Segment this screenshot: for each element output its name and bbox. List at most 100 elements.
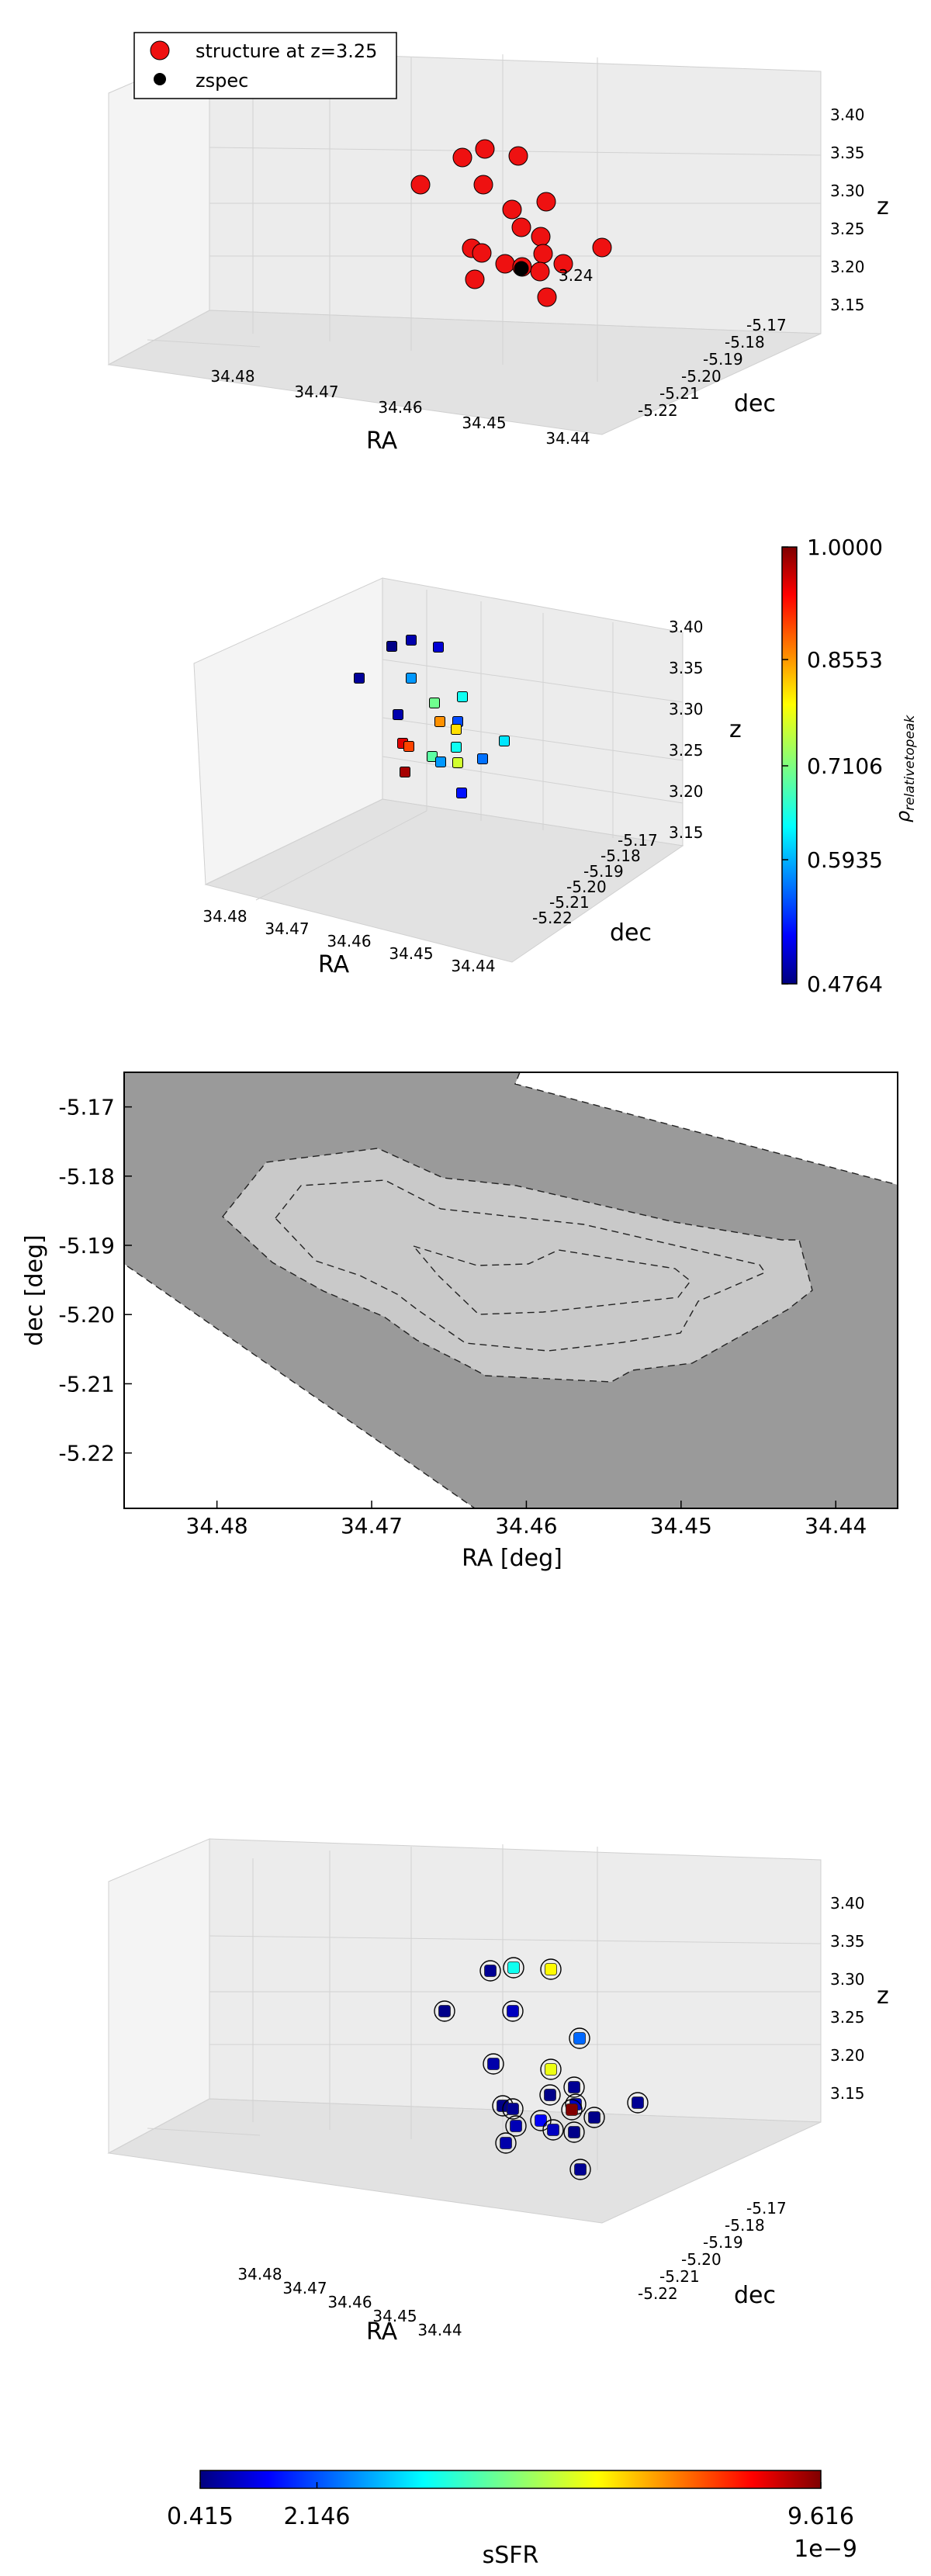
xlabel: RA bbox=[318, 951, 350, 978]
x-tick-label: 34.44 bbox=[805, 1513, 867, 1539]
panel-density-3d: 34.48 34.47 34.46 34.45 34.44 -5.17-5.18-5.19… bbox=[193, 535, 918, 997]
y-tick-label: -5.21 bbox=[59, 1371, 115, 1397]
point-ring bbox=[542, 2119, 564, 2141]
tick-labels: 34.4834.4734.4634.4534.44-5.17-5.18-5.19… bbox=[202, 618, 703, 975]
scatter-points bbox=[434, 1957, 649, 2180]
colorbar-tick-label: 2.146 bbox=[284, 2503, 351, 2530]
colorbar-offset: 1e−9 bbox=[794, 2536, 857, 2563]
point-ring bbox=[583, 2107, 605, 2128]
colorbar: 1.0000 0.8553 0.7106 0.5935 0.4764 ρrelative… bbox=[781, 535, 918, 997]
point-density bbox=[457, 691, 468, 702]
point-ssfr bbox=[573, 2032, 586, 2045]
y-tick-label: -5.20 bbox=[681, 367, 722, 386]
z-tick-label: 3.30 bbox=[830, 182, 865, 200]
point-density bbox=[477, 753, 488, 764]
point-ssfr bbox=[507, 1961, 520, 1974]
zlabel: z bbox=[877, 1982, 889, 2010]
point-ssfr bbox=[438, 2005, 451, 2017]
z-tick-label: 3.30 bbox=[830, 1970, 865, 1989]
colorbar-label: sSFR bbox=[483, 2542, 539, 2569]
point-ring bbox=[540, 1958, 562, 1980]
point-structure bbox=[592, 237, 612, 258]
y-tick-label: -5.17 bbox=[746, 2199, 787, 2218]
point-ssfr bbox=[487, 2058, 500, 2070]
point-ring bbox=[502, 2000, 524, 2022]
point-structure bbox=[502, 199, 522, 220]
y-tick-label: -5.19 bbox=[703, 2233, 743, 2252]
z-tick-label: 3.20 bbox=[830, 2046, 865, 2065]
point-density bbox=[499, 736, 510, 746]
xlabel: RA bbox=[366, 428, 398, 455]
panel-contour-map: 34.48 34.47 34.46 34.45 34.44 -5.17 -5.18 -5.19… bbox=[21, 1072, 898, 1572]
plot-frame bbox=[123, 1072, 898, 1509]
x-tick-label: 34.45 bbox=[462, 414, 506, 432]
point-ring bbox=[505, 2115, 527, 2137]
point-density bbox=[456, 788, 467, 798]
x-tick-label: 34.45 bbox=[389, 944, 433, 963]
point-ring bbox=[479, 1960, 501, 1982]
point-structure bbox=[531, 227, 551, 247]
axes-box bbox=[193, 577, 684, 963]
x-tick-label: 34.45 bbox=[650, 1513, 712, 1539]
y-tick-label: -5.20 bbox=[681, 2250, 722, 2269]
point-ssfr bbox=[568, 2126, 580, 2138]
colorbar-tick-label: 0.7106 bbox=[807, 753, 883, 779]
z-tick-label: 3.25 bbox=[830, 220, 865, 238]
y-tick-label: -5.18 bbox=[725, 333, 765, 351]
xlabel: RA [deg] bbox=[462, 1545, 562, 1572]
legend-label-zspec: zspec bbox=[196, 70, 248, 92]
z-tick-label: 3.40 bbox=[669, 618, 704, 636]
point-density bbox=[434, 716, 445, 727]
legend-marker-structure bbox=[150, 40, 170, 61]
tick-labels: 34.4834.4734.4634.4534.44-5.17-5.18-5.19… bbox=[237, 1894, 864, 2339]
y-tick-label: -5.22 bbox=[59, 1441, 115, 1466]
legend: structure at z=3.25 zspec bbox=[133, 32, 397, 99]
colorbar-label: ρrelativetopeak bbox=[892, 715, 918, 822]
point-ssfr bbox=[544, 2089, 556, 2101]
point-ring bbox=[563, 2121, 585, 2143]
y-tick-label: -5.21 bbox=[659, 2267, 700, 2286]
point-ssfr bbox=[510, 2120, 522, 2132]
point-structure bbox=[473, 175, 493, 195]
axes-box bbox=[107, 49, 822, 435]
point-ssfr bbox=[484, 1965, 497, 1977]
point-ssfr bbox=[632, 2096, 644, 2109]
y-tick-label: -5.19 bbox=[703, 350, 743, 369]
point-ring bbox=[569, 2159, 591, 2180]
y-tick-label: -5.17 bbox=[746, 316, 787, 334]
x-tick-label: 34.46 bbox=[327, 2293, 372, 2311]
point-ring bbox=[503, 1957, 524, 1979]
point-ring bbox=[502, 2098, 524, 2120]
point-ring bbox=[495, 2132, 517, 2154]
y-tick-label: -5.18 bbox=[59, 1164, 115, 1189]
colorbar-ssfr: 0.415 2.146 9.616 sSFR 1e−9 bbox=[167, 2470, 857, 2569]
legend-label-structure: structure at z=3.25 bbox=[196, 40, 377, 62]
point-structure bbox=[452, 147, 472, 168]
z-tick-label: 3.35 bbox=[830, 1932, 865, 1951]
point-density bbox=[429, 698, 440, 708]
ylabel: dec bbox=[734, 390, 776, 417]
point-ssfr bbox=[507, 2103, 519, 2115]
z-tick-label: 3.15 bbox=[830, 296, 865, 314]
z-tick-label: 3.25 bbox=[669, 741, 704, 760]
ylabel: dec bbox=[734, 2282, 776, 2309]
xlabel: RA bbox=[366, 2318, 398, 2346]
point-ring bbox=[434, 2000, 455, 2022]
x-tick-label: 34.48 bbox=[210, 367, 254, 386]
legend-marker-zspec bbox=[154, 73, 166, 85]
point-density bbox=[433, 642, 444, 653]
x-tick-label: 34.47 bbox=[282, 2279, 327, 2297]
y-tick-label: -5.22 bbox=[638, 401, 678, 420]
point-ssfr bbox=[574, 2163, 587, 2176]
point-structure bbox=[465, 269, 485, 289]
point-structure bbox=[511, 217, 531, 237]
point-ssfr bbox=[535, 2114, 547, 2127]
z-tick-label: 3.20 bbox=[830, 258, 865, 276]
x-tick-label: 34.48 bbox=[237, 2265, 282, 2283]
point-density bbox=[452, 757, 463, 768]
scatter-points bbox=[410, 139, 612, 307]
x-tick-label: 34.44 bbox=[417, 2321, 462, 2339]
point-ring bbox=[569, 2027, 590, 2049]
point-structure bbox=[553, 254, 573, 274]
colorbar-tick-label: 0.5935 bbox=[807, 847, 883, 873]
